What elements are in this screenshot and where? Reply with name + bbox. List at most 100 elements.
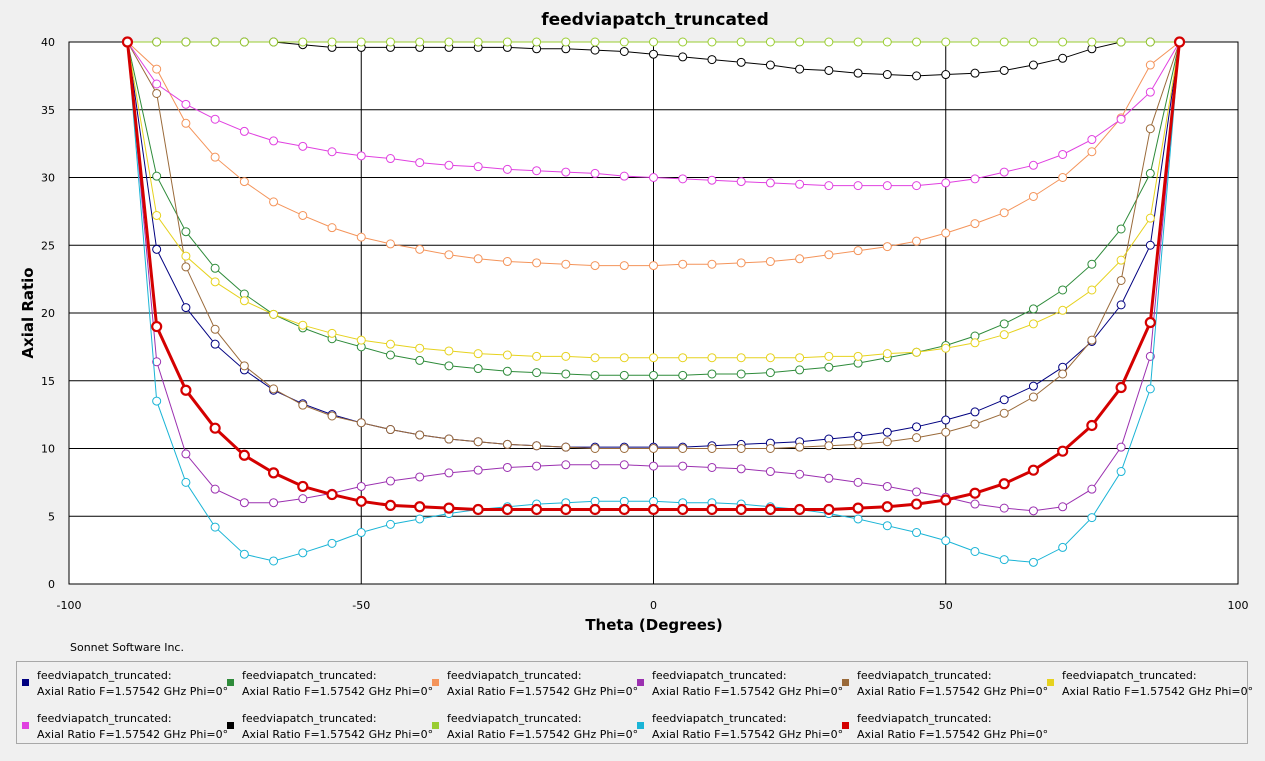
legend-item[interactable]: feedviapatch_truncated: Axial Ratio F=1.5… bbox=[427, 705, 638, 741]
data-point[interactable] bbox=[502, 366, 512, 376]
data-point[interactable] bbox=[238, 449, 250, 461]
data-point[interactable] bbox=[999, 65, 1009, 75]
data-point[interactable] bbox=[532, 351, 542, 361]
data-point[interactable] bbox=[707, 444, 717, 453]
data-point[interactable] bbox=[678, 461, 688, 471]
data-point[interactable] bbox=[795, 37, 805, 47]
data-point[interactable] bbox=[415, 158, 425, 168]
data-point[interactable] bbox=[327, 147, 337, 157]
data-point[interactable] bbox=[1028, 319, 1038, 329]
data-point[interactable] bbox=[1058, 285, 1068, 295]
data-point[interactable] bbox=[210, 263, 220, 273]
data-point[interactable] bbox=[1087, 335, 1097, 345]
data-point[interactable] bbox=[239, 361, 249, 371]
data-point[interactable] bbox=[356, 335, 366, 345]
data-point[interactable] bbox=[765, 353, 775, 363]
data-point[interactable] bbox=[561, 460, 571, 470]
data-point[interactable] bbox=[152, 396, 162, 406]
data-point[interactable] bbox=[384, 499, 397, 512]
data-point[interactable] bbox=[678, 52, 688, 62]
data-point[interactable] bbox=[1145, 168, 1155, 178]
data-point[interactable] bbox=[269, 556, 279, 566]
data-point[interactable] bbox=[1145, 384, 1155, 394]
data-point[interactable] bbox=[706, 503, 718, 516]
data-point[interactable] bbox=[970, 419, 980, 429]
data-point[interactable] bbox=[736, 258, 746, 268]
data-point[interactable] bbox=[998, 478, 1010, 490]
data-point[interactable] bbox=[530, 503, 543, 516]
data-point[interactable] bbox=[736, 57, 746, 67]
data-point[interactable] bbox=[1116, 255, 1126, 265]
data-point[interactable] bbox=[210, 484, 220, 494]
data-point[interactable] bbox=[736, 177, 746, 187]
data-point[interactable] bbox=[385, 425, 395, 435]
data-point[interactable] bbox=[239, 296, 249, 306]
data-point[interactable] bbox=[764, 503, 777, 516]
data-point[interactable] bbox=[678, 353, 688, 363]
data-point[interactable] bbox=[649, 353, 658, 363]
data-point[interactable] bbox=[298, 37, 308, 47]
data-point[interactable] bbox=[912, 433, 922, 443]
data-point[interactable] bbox=[1145, 213, 1155, 223]
data-point[interactable] bbox=[941, 536, 951, 546]
data-point[interactable] bbox=[1145, 87, 1155, 97]
data-point[interactable] bbox=[707, 55, 717, 65]
data-point[interactable] bbox=[882, 481, 892, 491]
data-point[interactable] bbox=[619, 171, 629, 181]
data-point[interactable] bbox=[1028, 381, 1038, 391]
data-point[interactable] bbox=[1116, 224, 1126, 234]
data-point[interactable] bbox=[1116, 467, 1126, 477]
data-point[interactable] bbox=[473, 349, 483, 359]
data-point[interactable] bbox=[619, 460, 629, 470]
data-point[interactable] bbox=[356, 37, 366, 47]
data-point[interactable] bbox=[269, 309, 279, 319]
data-point[interactable] bbox=[882, 181, 892, 191]
data-point[interactable] bbox=[473, 364, 483, 374]
data-point[interactable] bbox=[152, 357, 162, 367]
data-point[interactable] bbox=[1028, 392, 1038, 402]
data-point[interactable] bbox=[941, 37, 951, 47]
data-point[interactable] bbox=[678, 370, 688, 380]
data-point[interactable] bbox=[181, 262, 191, 272]
data-point[interactable] bbox=[707, 462, 717, 472]
data-point[interactable] bbox=[853, 351, 863, 361]
data-point[interactable] bbox=[910, 498, 923, 510]
data-point[interactable] bbox=[824, 362, 834, 372]
data-point[interactable] bbox=[1058, 369, 1068, 379]
data-point[interactable] bbox=[736, 353, 746, 363]
data-point[interactable] bbox=[1087, 259, 1097, 269]
data-point[interactable] bbox=[736, 369, 746, 379]
data-point[interactable] bbox=[1116, 300, 1126, 310]
data-point[interactable] bbox=[560, 503, 572, 516]
series-7[interactable] bbox=[122, 37, 1185, 191]
data-point[interactable] bbox=[326, 488, 338, 501]
data-point[interactable] bbox=[912, 487, 922, 497]
data-point[interactable] bbox=[824, 351, 834, 361]
data-point[interactable] bbox=[443, 502, 455, 514]
data-point[interactable] bbox=[385, 350, 395, 360]
data-point[interactable] bbox=[181, 449, 191, 459]
data-point[interactable] bbox=[853, 431, 863, 441]
data-point[interactable] bbox=[1087, 484, 1097, 494]
data-point[interactable] bbox=[969, 487, 981, 499]
data-point[interactable] bbox=[269, 498, 279, 508]
data-point[interactable] bbox=[678, 259, 688, 269]
data-point[interactable] bbox=[853, 477, 863, 487]
data-point[interactable] bbox=[941, 343, 951, 353]
data-point[interactable] bbox=[678, 37, 688, 47]
data-point[interactable] bbox=[1087, 135, 1097, 145]
legend-item[interactable]: feedviapatch_truncated: Axial Ratio F=1.5… bbox=[17, 662, 228, 698]
data-point[interactable] bbox=[415, 472, 425, 482]
data-point[interactable] bbox=[327, 411, 337, 421]
data-point[interactable] bbox=[824, 181, 834, 191]
data-point[interactable] bbox=[415, 514, 425, 524]
data-point[interactable] bbox=[765, 368, 775, 378]
data-point[interactable] bbox=[1087, 37, 1097, 47]
data-point[interactable] bbox=[210, 339, 220, 349]
data-point[interactable] bbox=[853, 181, 863, 191]
data-point[interactable] bbox=[415, 430, 425, 440]
data-point[interactable] bbox=[882, 70, 892, 80]
data-point[interactable] bbox=[590, 168, 600, 178]
data-point[interactable] bbox=[678, 444, 688, 453]
data-point[interactable] bbox=[269, 197, 279, 207]
